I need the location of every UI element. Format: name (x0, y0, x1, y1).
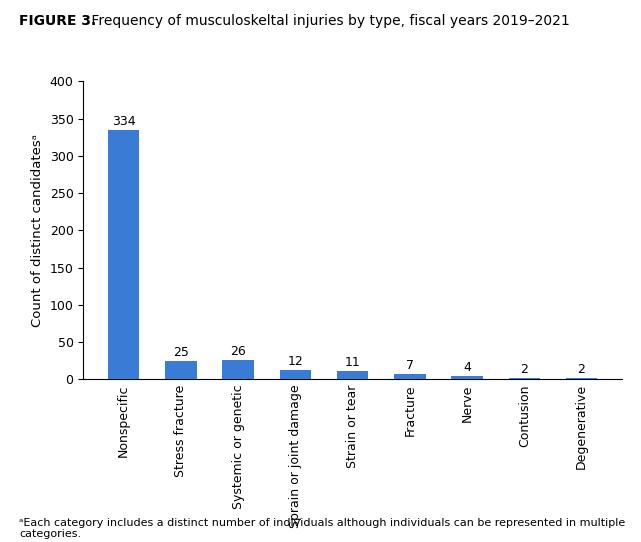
Bar (108, 131, 139, 379)
Bar (222, 360, 254, 379)
Text: 2: 2 (520, 363, 528, 376)
Text: FIGURE 3.: FIGURE 3. (19, 14, 97, 28)
Bar (279, 371, 311, 379)
Text: 4: 4 (463, 361, 471, 374)
Text: ᵃEach category includes a distinct number of individuals although individuals ca: ᵃEach category includes a distinct numbe… (19, 518, 626, 539)
Text: 2: 2 (578, 363, 585, 376)
Text: 334: 334 (112, 115, 135, 128)
Bar (451, 376, 483, 379)
Text: 12: 12 (287, 355, 303, 368)
Text: 11: 11 (345, 356, 360, 369)
Bar (394, 374, 426, 379)
Bar (566, 378, 597, 379)
Text: 7: 7 (406, 359, 414, 372)
Text: 25: 25 (173, 346, 188, 359)
Bar (337, 371, 369, 379)
Text: 26: 26 (230, 345, 246, 358)
Text: Frequency of musculoskeltal injuries by type, fiscal years 2019–2021: Frequency of musculoskeltal injuries by … (87, 14, 569, 28)
Bar (165, 361, 197, 379)
Y-axis label: Count of distinct candidatesᵃ: Count of distinct candidatesᵃ (31, 134, 44, 327)
Bar (508, 378, 540, 379)
